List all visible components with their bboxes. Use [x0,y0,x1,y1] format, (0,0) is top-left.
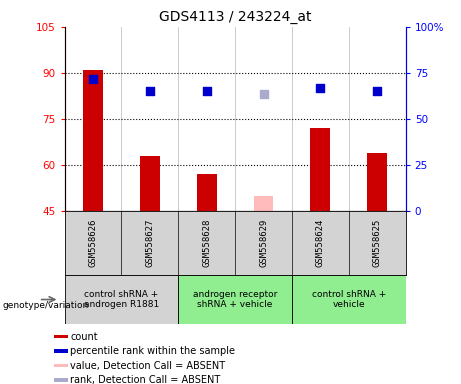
Text: GSM558625: GSM558625 [373,219,382,267]
Text: GSM558628: GSM558628 [202,219,211,267]
Text: count: count [70,332,98,342]
Text: androgen receptor
shRNA + vehicle: androgen receptor shRNA + vehicle [193,290,278,309]
Point [260,91,267,98]
Bar [367,153,387,211]
Bar [54,335,68,339]
Text: GSM558624: GSM558624 [316,219,325,267]
Text: GSM558627: GSM558627 [145,219,154,267]
Bar [54,349,68,353]
Text: genotype/variation: genotype/variation [2,301,89,310]
Bar [292,275,406,324]
Bar [65,275,178,324]
Point [373,88,381,94]
Title: GDS4113 / 243224_at: GDS4113 / 243224_at [159,10,311,25]
Bar [83,70,103,211]
Bar [197,174,217,211]
Bar [140,156,160,211]
Bar [54,364,68,367]
Point [89,76,97,82]
Bar [54,378,68,382]
Text: control shRNA +
androgen R1881: control shRNA + androgen R1881 [84,290,159,309]
Bar [310,128,331,211]
Bar [178,275,292,324]
Point [317,85,324,91]
Text: control shRNA +
vehicle: control shRNA + vehicle [312,290,386,309]
Text: GSM558626: GSM558626 [89,219,97,267]
Point [146,88,154,94]
Bar [254,196,273,211]
Text: percentile rank within the sample: percentile rank within the sample [70,346,235,356]
Point [203,88,210,94]
Text: GSM558629: GSM558629 [259,219,268,267]
Text: value, Detection Call = ABSENT: value, Detection Call = ABSENT [70,361,225,371]
Text: rank, Detection Call = ABSENT: rank, Detection Call = ABSENT [70,375,220,384]
